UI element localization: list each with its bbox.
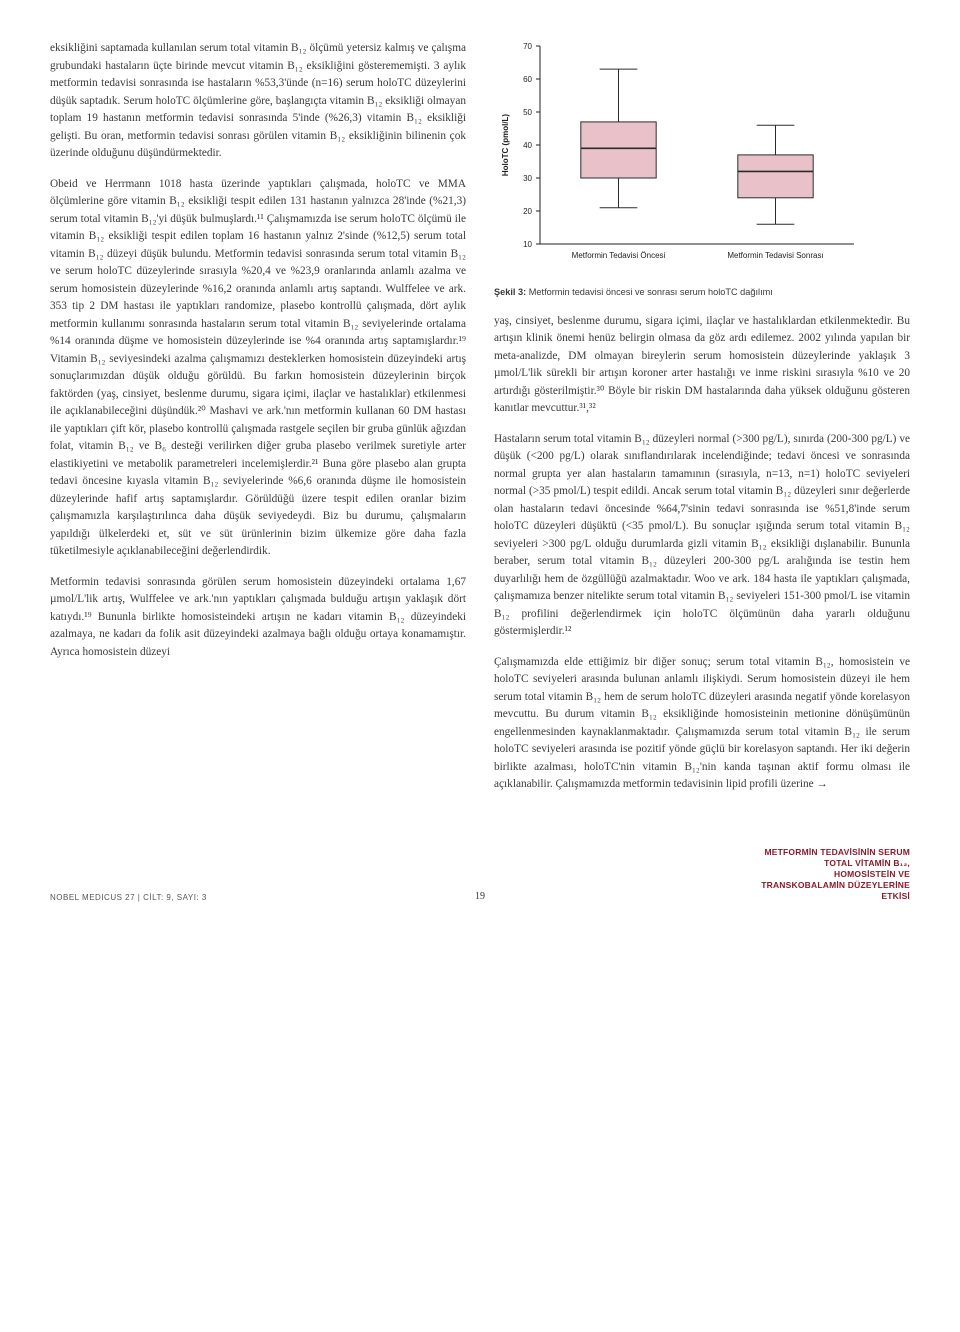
svg-text:40: 40 — [523, 141, 532, 150]
chart-caption-label: Şekil 3: — [494, 287, 526, 297]
paragraph: yaş, cinsiyet, beslenme durumu, sigara i… — [494, 313, 910, 418]
chart-caption: Şekil 3: Metformin tedavisi öncesi ve so… — [494, 285, 910, 299]
svg-text:10: 10 — [523, 240, 532, 249]
page: eksikliğini saptamada kullanılan serum t… — [0, 0, 960, 932]
paragraph: Çalışmamızda elde ettiğimiz bir diğer so… — [494, 654, 910, 794]
left-column: eksikliğini saptamada kullanılan serum t… — [50, 40, 466, 807]
svg-text:70: 70 — [523, 42, 532, 51]
article-title-sidebar: METFORMİN TEDAVİSİNİN SERUM TOTAL VİTAMİ… — [760, 847, 910, 902]
svg-text:Metformin Tedavisi Sonrası: Metformin Tedavisi Sonrası — [727, 251, 823, 260]
chart-caption-text: Metformin tedavisi öncesi ve sonrası ser… — [529, 287, 773, 297]
svg-text:HoloTC (pmol/L): HoloTC (pmol/L) — [501, 114, 510, 177]
two-column-content: eksikliğini saptamada kullanılan serum t… — [50, 40, 910, 807]
journal-info: NOBEL MEDICUS 27 | CİLT: 9, SAYI: 3 — [50, 893, 207, 902]
svg-text:30: 30 — [523, 174, 532, 183]
paragraph: Obeid ve Herrmann 1018 hasta üzerinde ya… — [50, 176, 466, 561]
boxplot-chart: 10 20 30 40 50 60 70 HoloTC (pmol/L) Metformin T… — [494, 40, 910, 277]
svg-text:20: 20 — [523, 207, 532, 216]
paragraph: Metformin tedavisi sonrasında görülen se… — [50, 574, 466, 662]
paragraph: Hastaların serum total vitamin B₁₂ düzey… — [494, 431, 910, 641]
page-number: 19 — [475, 891, 485, 902]
svg-text:50: 50 — [523, 108, 532, 117]
boxplot-svg: 10 20 30 40 50 60 70 HoloTC (pmol/L) Metformin T… — [494, 40, 864, 270]
paragraph: eksikliğini saptamada kullanılan serum t… — [50, 40, 466, 163]
right-column: 10 20 30 40 50 60 70 HoloTC (pmol/L) Metformin T… — [494, 40, 910, 807]
svg-text:60: 60 — [523, 75, 532, 84]
svg-text:Metformin Tedavisi Öncesi: Metformin Tedavisi Öncesi — [572, 251, 666, 260]
